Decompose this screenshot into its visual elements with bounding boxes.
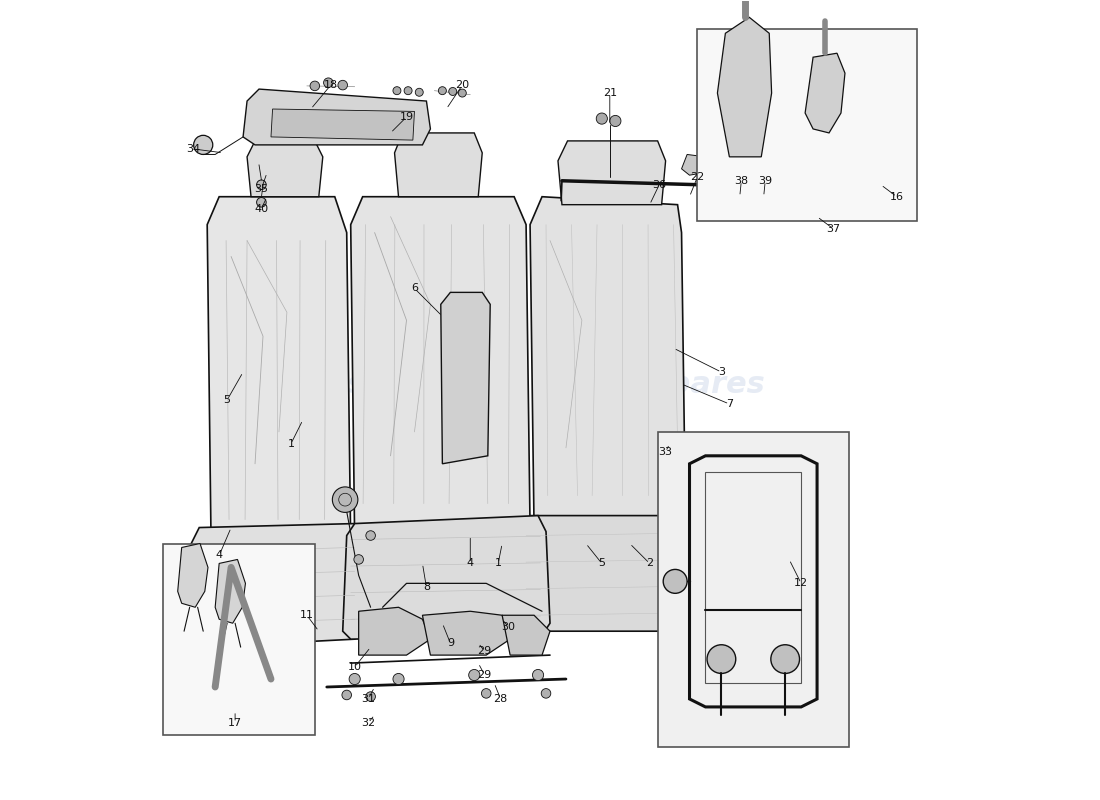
Circle shape [194, 135, 212, 154]
Circle shape [663, 570, 688, 594]
Text: 29: 29 [477, 646, 492, 656]
Circle shape [342, 690, 352, 700]
Circle shape [354, 554, 363, 564]
Circle shape [771, 645, 800, 674]
Text: 6: 6 [411, 283, 418, 294]
Polygon shape [441, 292, 491, 464]
Circle shape [596, 113, 607, 124]
Polygon shape [351, 197, 530, 539]
Text: 21: 21 [603, 88, 617, 98]
Polygon shape [395, 133, 482, 197]
Polygon shape [503, 615, 550, 655]
Circle shape [349, 674, 361, 685]
Polygon shape [216, 559, 245, 623]
Text: eurospares: eurospares [573, 370, 766, 398]
Text: 4: 4 [216, 550, 222, 561]
Text: 1: 1 [495, 558, 502, 569]
Circle shape [338, 80, 348, 90]
Text: 38: 38 [735, 176, 748, 186]
Text: eurospares: eurospares [271, 370, 463, 398]
Circle shape [609, 115, 622, 126]
Circle shape [256, 198, 266, 207]
Circle shape [323, 78, 333, 87]
Polygon shape [717, 18, 771, 157]
Text: 40: 40 [254, 204, 268, 214]
Text: 10: 10 [348, 662, 362, 672]
Circle shape [366, 530, 375, 540]
Text: 3: 3 [718, 367, 725, 377]
Polygon shape [207, 197, 351, 551]
Text: 5: 5 [598, 558, 605, 569]
Polygon shape [682, 154, 705, 175]
Text: 2: 2 [646, 558, 653, 569]
Text: 18: 18 [323, 80, 338, 90]
Text: 37: 37 [826, 223, 840, 234]
Circle shape [439, 86, 447, 94]
Text: 30: 30 [502, 622, 516, 632]
Text: 12: 12 [794, 578, 808, 588]
Circle shape [404, 86, 412, 94]
Polygon shape [243, 89, 430, 145]
Text: 36: 36 [652, 180, 667, 190]
Circle shape [416, 88, 424, 96]
Circle shape [366, 692, 375, 702]
Polygon shape [248, 141, 322, 197]
Text: 22: 22 [691, 172, 705, 182]
Polygon shape [343, 515, 550, 639]
Text: 28: 28 [494, 694, 508, 704]
Circle shape [449, 87, 456, 95]
Text: 9: 9 [447, 638, 454, 648]
Circle shape [707, 645, 736, 674]
Text: 29: 29 [477, 670, 492, 680]
Text: 35: 35 [254, 184, 268, 194]
Circle shape [482, 689, 491, 698]
Polygon shape [530, 197, 685, 527]
Text: 16: 16 [890, 192, 904, 202]
Polygon shape [422, 611, 510, 655]
Text: 20: 20 [455, 80, 470, 90]
Text: 39: 39 [758, 176, 772, 186]
Polygon shape [805, 54, 845, 133]
Polygon shape [359, 607, 430, 655]
Circle shape [332, 487, 358, 513]
Text: 31: 31 [361, 694, 375, 704]
Text: 32: 32 [361, 718, 375, 728]
Text: 8: 8 [422, 582, 430, 592]
Text: 19: 19 [399, 112, 414, 122]
Polygon shape [518, 515, 702, 631]
Text: 17: 17 [228, 718, 242, 728]
Text: 33: 33 [659, 447, 672, 457]
Text: 34: 34 [186, 144, 200, 154]
Circle shape [541, 689, 551, 698]
Polygon shape [558, 141, 666, 205]
Circle shape [469, 670, 480, 681]
Bar [658, 432, 849, 746]
Bar [697, 30, 916, 221]
Circle shape [310, 81, 320, 90]
Circle shape [459, 89, 466, 97]
Circle shape [256, 180, 266, 190]
Text: 7: 7 [726, 399, 733, 409]
Circle shape [393, 86, 400, 94]
Circle shape [393, 674, 404, 685]
Polygon shape [178, 543, 208, 607]
Polygon shape [187, 523, 366, 647]
Text: 11: 11 [300, 610, 313, 620]
Polygon shape [271, 109, 415, 140]
Text: 1: 1 [287, 439, 295, 449]
Text: 4: 4 [466, 558, 474, 569]
Bar [163, 543, 315, 735]
Circle shape [532, 670, 543, 681]
Text: 5: 5 [223, 395, 231, 405]
